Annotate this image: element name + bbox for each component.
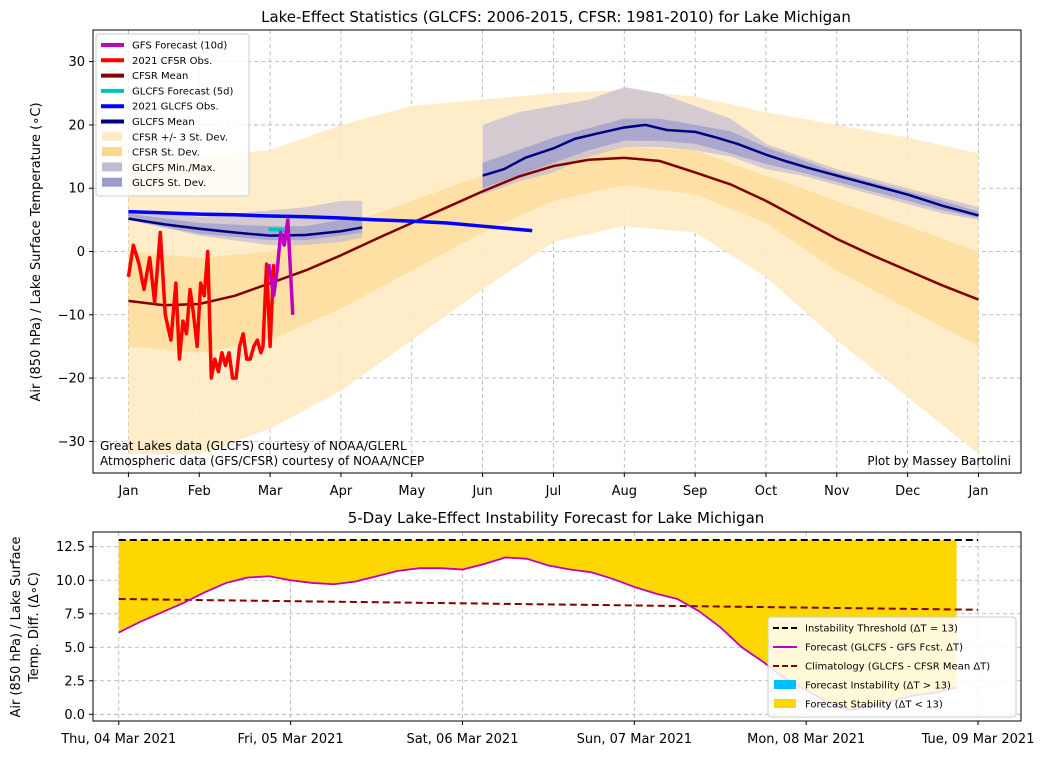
top-legend-box <box>95 33 250 197</box>
x-tick-label: Sat, 06 Mar 2021 <box>406 732 518 747</box>
x-tick-label: Sep <box>683 484 708 499</box>
series-glcfs-forecast-5d <box>268 227 285 232</box>
legend-swatch-forecast-instability-t-13 <box>774 680 796 689</box>
x-tick-label: Dec <box>895 484 920 499</box>
top-chart-title: Lake-Effect Statistics (GLCFS: 2006-2015… <box>261 8 851 26</box>
legend-swatch-cfsr-3-st-dev <box>102 131 122 141</box>
y-tick-label: −20 <box>58 372 85 387</box>
top-legend: GFS Forecast (10d) 2021 CFSR Obs. CFSR Mea… <box>95 33 250 197</box>
bottom-chart: 5-Day Lake-Effect Instability Forecast f… <box>9 509 1034 747</box>
legend-label: CFSR St. Dev. <box>132 148 200 159</box>
x-tick-label: Sun, 07 Mar 2021 <box>577 732 692 747</box>
climatology-line <box>118 598 979 611</box>
legend-swatch-glcfs-min-max <box>102 162 122 172</box>
x-tick-label: Apr <box>330 484 353 499</box>
legend-label: GLCFS St. Dev. <box>132 178 206 189</box>
y-tick-label: 30 <box>68 55 85 70</box>
y-tick-label: 12.5 <box>56 540 85 555</box>
x-tick-label: Feb <box>188 484 211 499</box>
bottom-y-axis-label-line1: Air (850 hPa) / Lake Surface <box>9 536 24 717</box>
legend-label: Instability Threshold (ΔT = 13) <box>805 624 958 635</box>
bottom-legend-box <box>767 616 1017 718</box>
bottom-fills <box>118 540 957 711</box>
top-x-axis: Jan Feb Mar Apr May Jun Jul Aug Sep Oct Nov Dec Jan <box>117 473 989 499</box>
bottom-y-axis-label-line2: Temp. Diff. (Δ∘C) <box>27 572 42 683</box>
x-tick-label: Jan <box>967 484 988 499</box>
x-tick-label: Aug <box>612 484 637 499</box>
x-tick-label: Mon, 08 Mar 2021 <box>747 732 865 747</box>
y-tick-label: 0 <box>77 245 85 260</box>
legend-label: CFSR +/- 3 St. Dev. <box>132 132 228 143</box>
legend-swatch-cfsr-st-dev <box>102 147 122 157</box>
legend-label: GLCFS Forecast (5d) <box>132 86 234 97</box>
author-credit: Plot by Massey Bartolini <box>867 454 1011 468</box>
x-tick-label: Thu, 04 Mar 2021 <box>60 732 176 747</box>
x-tick-label: Jun <box>471 484 492 499</box>
bottom-plot-frame <box>92 531 1022 722</box>
y-tick-label: 5.0 <box>64 641 85 656</box>
legend-label: 2021 GLCFS Obs. <box>132 102 219 113</box>
legend-label: Climatology (GLCFS - CFSR Mean ΔT) <box>805 662 990 673</box>
y-tick-label: −10 <box>58 308 85 323</box>
y-tick-label: −30 <box>58 435 85 450</box>
forecast-stability-fill <box>118 540 957 711</box>
top-lines <box>126 123 979 380</box>
band-glcfs-st-dev <box>128 213 363 241</box>
series-2021-glcfs-obs <box>128 209 533 233</box>
series-glcfs-mean <box>482 123 979 217</box>
legend-label: CFSR Mean <box>132 71 188 82</box>
x-tick-label: May <box>398 484 425 499</box>
x-tick-label: Jan <box>117 484 138 499</box>
top-chart: Lake-Effect Statistics (GLCFS: 2006-2015… <box>29 8 1022 499</box>
top-y-axis: −30 −20 −10 0 10 20 30 <box>58 55 93 450</box>
legend-label: 2021 CFSR Obs. <box>132 56 212 67</box>
x-tick-label: Oct <box>755 484 777 499</box>
legend-label: GLCFS Min./Max. <box>132 163 216 174</box>
y-tick-label: 10.0 <box>56 574 85 589</box>
y-tick-label: 10 <box>68 182 85 197</box>
top-y-axis-label: Air (850 hPa) / Lake Surface Temperature… <box>29 102 44 401</box>
legend-label: Forecast (GLCFS - GFS Fcst. ΔT) <box>805 643 963 654</box>
bottom-chart-title: 5-Day Lake-Effect Instability Forecast f… <box>348 509 765 527</box>
legend-label: GLCFS Mean <box>132 117 195 128</box>
y-tick-label: 20 <box>68 118 85 133</box>
x-tick-label: Nov <box>824 484 850 499</box>
y-tick-label: 2.5 <box>64 674 85 689</box>
legend-label: Forecast Stability (ΔT < 13) <box>805 700 943 711</box>
credit-cfsr: Atmospheric data (GFS/CFSR) courtesy of … <box>100 454 424 468</box>
credit-glcfs: Great Lakes data (GLCFS) courtesy of NOA… <box>100 439 407 453</box>
series-2021-cfsr-obs <box>126 230 276 380</box>
top-bands <box>128 86 979 455</box>
bottom-y-axis: 0.0 2.5 5.0 7.5 10.0 12.5 <box>56 540 93 723</box>
series-gfs-forecast-10d <box>266 218 295 315</box>
x-tick-label: Tue, 09 Mar 2021 <box>921 732 1035 747</box>
bottom-legend: Instability Threshold (ΔT = 13) Forecast … <box>767 616 1017 718</box>
bottom-x-axis: Thu, 04 Mar 2021 Fri, 05 Mar 2021 Sat, 06 … <box>60 721 1034 747</box>
series-glcfs-mean <box>128 217 363 237</box>
x-tick-label: Mar <box>258 484 283 499</box>
legend-label: GFS Forecast (10d) <box>132 41 227 52</box>
legend-label: Forecast Instability (ΔT > 13) <box>805 681 951 692</box>
y-tick-label: 7.5 <box>64 607 85 622</box>
band-cfsr-st-dev <box>128 147 979 353</box>
band-glcfs-st-dev <box>482 118 979 218</box>
x-tick-label: Fri, 05 Mar 2021 <box>238 732 344 747</box>
legend-swatch-forecast-stability-t-13 <box>774 699 796 708</box>
x-tick-label: Jul <box>545 484 562 499</box>
y-tick-label: 0.0 <box>64 708 85 723</box>
legend-swatch-glcfs-st-dev <box>102 177 122 187</box>
